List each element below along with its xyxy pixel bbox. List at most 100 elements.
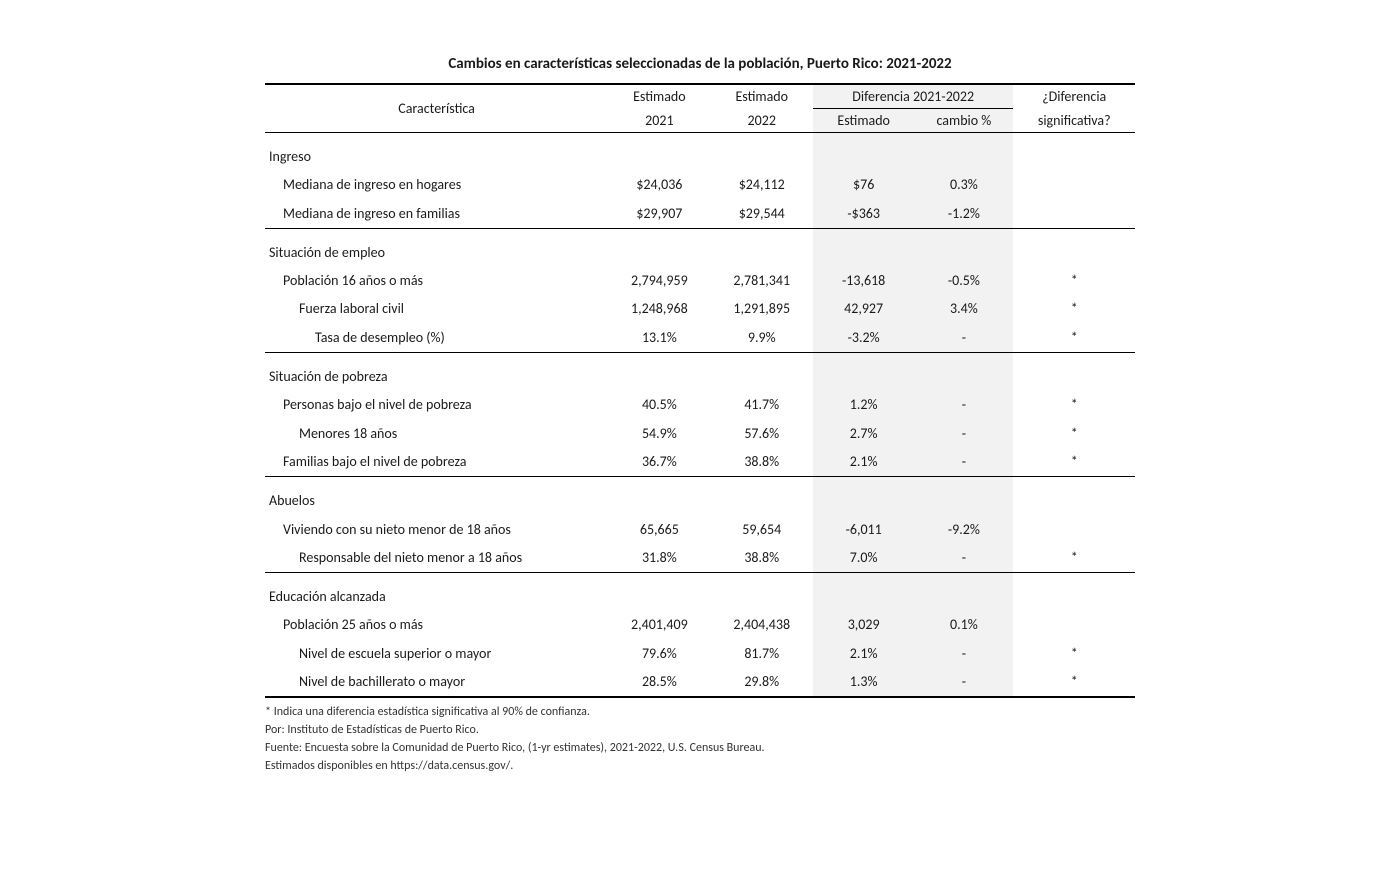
data-table: Característica Estimado Estimado Diferen… [265, 83, 1135, 698]
table-cell: * [1013, 544, 1135, 573]
table-cell: 13.1% [608, 324, 710, 353]
col-header-sig-top: ¿Diferencia [1013, 84, 1135, 109]
table-cell: 38.8% [711, 544, 813, 573]
table-cell [813, 228, 914, 267]
table-cell [1013, 573, 1135, 612]
table-cell: -1.2% [914, 200, 1013, 229]
table-cell [1013, 200, 1135, 229]
col-header-diff-est: Estimado [813, 109, 914, 133]
table-cell: 2.7% [813, 420, 914, 448]
table-cell: $76 [813, 171, 914, 199]
table-row: Viviendo con su nieto menor de 18 años65… [265, 516, 1135, 544]
row-label: Personas bajo el nivel de pobreza [265, 391, 608, 419]
row-label: Población 16 años o más [265, 267, 608, 295]
table-cell: -6,011 [813, 516, 914, 544]
table-row: Población 25 años o más2,401,4092,404,43… [265, 611, 1135, 639]
table-cell: 9.9% [711, 324, 813, 353]
row-label: Familias bajo el nivel de pobreza [265, 448, 608, 477]
col-header-characteristic: Característica [265, 84, 608, 133]
table-cell: * [1013, 267, 1135, 295]
section-header-row: Ingreso [265, 133, 1135, 172]
table-cell [608, 133, 710, 172]
table-cell: 59,654 [711, 516, 813, 544]
section-label: Ingreso [265, 133, 608, 172]
table-cell: $29,544 [711, 200, 813, 229]
table-cell: - [914, 448, 1013, 477]
table-row: Responsable del nieto menor a 18 años31.… [265, 544, 1135, 573]
row-label: Mediana de ingreso en familias [265, 200, 608, 229]
table-cell: 0.1% [914, 611, 1013, 639]
table-cell: 36.7% [608, 448, 710, 477]
table-cell [1013, 133, 1135, 172]
row-label: Mediana de ingreso en hogares [265, 171, 608, 199]
table-cell: -13,618 [813, 267, 914, 295]
table-cell: * [1013, 391, 1135, 419]
table-cell: 28.5% [608, 668, 710, 697]
table-cell [711, 133, 813, 172]
table-cell: 2,401,409 [608, 611, 710, 639]
table-cell [608, 353, 710, 392]
table-cell: -9.2% [914, 516, 1013, 544]
table-cell: 3.4% [914, 295, 1013, 323]
table-cell: 1.2% [813, 391, 914, 419]
table-cell [1013, 228, 1135, 267]
table-cell: -0.5% [914, 267, 1013, 295]
table-cell: - [914, 640, 1013, 668]
footnote-line: Por: Instituto de Estadísticas de Puerto… [265, 722, 1135, 739]
table-row: Fuerza laboral civil1,248,9681,291,89542… [265, 295, 1135, 323]
col-header-est2021-top: Estimado [608, 84, 710, 109]
table-cell: -$363 [813, 200, 914, 229]
table-cell: - [914, 391, 1013, 419]
section-label: Situación de empleo [265, 228, 608, 267]
section-header-row: Educación alcanzada [265, 573, 1135, 612]
col-header-est2021-bot: 2021 [608, 109, 710, 133]
table-row: Nivel de bachillerato o mayor28.5%29.8%1… [265, 668, 1135, 697]
table-cell: - [914, 324, 1013, 353]
table-cell: 2,794,959 [608, 267, 710, 295]
table-cell: 7.0% [813, 544, 914, 573]
section-label: Situación de pobreza [265, 353, 608, 392]
col-header-diff-pct: cambio % [914, 109, 1013, 133]
table-cell: - [914, 420, 1013, 448]
table-cell: 2.1% [813, 640, 914, 668]
table-cell [914, 477, 1013, 516]
table-cell [914, 573, 1013, 612]
row-label: Población 25 años o más [265, 611, 608, 639]
table-row: Mediana de ingreso en familias$29,907$29… [265, 200, 1135, 229]
table-cell: 2,404,438 [711, 611, 813, 639]
row-label: Menores 18 años [265, 420, 608, 448]
table-cell [1013, 611, 1135, 639]
table-cell: 57.6% [711, 420, 813, 448]
table-cell: 1,291,895 [711, 295, 813, 323]
table-cell [813, 573, 914, 612]
table-row: Familias bajo el nivel de pobreza36.7%38… [265, 448, 1135, 477]
table-cell: 79.6% [608, 640, 710, 668]
table-cell: 3,029 [813, 611, 914, 639]
row-label: Fuerza laboral civil [265, 295, 608, 323]
col-header-diff-span: Diferencia 2021-2022 [813, 84, 1014, 109]
section-label: Educación alcanzada [265, 573, 608, 612]
row-label: Responsable del nieto menor a 18 años [265, 544, 608, 573]
table-cell: 2.1% [813, 448, 914, 477]
table-row: Tasa de desempleo (%)13.1%9.9%-3.2%-* [265, 324, 1135, 353]
table-cell: 81.7% [711, 640, 813, 668]
table-cell [608, 573, 710, 612]
footnote-line: Estimados disponibles en https://data.ce… [265, 758, 1135, 775]
footnote-line: * Indica una diferencia estadística sign… [265, 704, 1135, 721]
table-cell: * [1013, 420, 1135, 448]
table-cell [608, 228, 710, 267]
table-cell [711, 353, 813, 392]
table-row: Personas bajo el nivel de pobreza40.5%41… [265, 391, 1135, 419]
table-body: IngresoMediana de ingreso en hogares$24,… [265, 133, 1135, 698]
table-cell: -3.2% [813, 324, 914, 353]
table-cell: * [1013, 295, 1135, 323]
table-cell [914, 133, 1013, 172]
table-cell [813, 133, 914, 172]
section-label: Abuelos [265, 477, 608, 516]
table-cell: * [1013, 324, 1135, 353]
table-cell: $29,907 [608, 200, 710, 229]
table-row: Mediana de ingreso en hogares$24,036$24,… [265, 171, 1135, 199]
table-cell: 42,927 [813, 295, 914, 323]
table-cell [711, 477, 813, 516]
table-row: Nivel de escuela superior o mayor79.6%81… [265, 640, 1135, 668]
